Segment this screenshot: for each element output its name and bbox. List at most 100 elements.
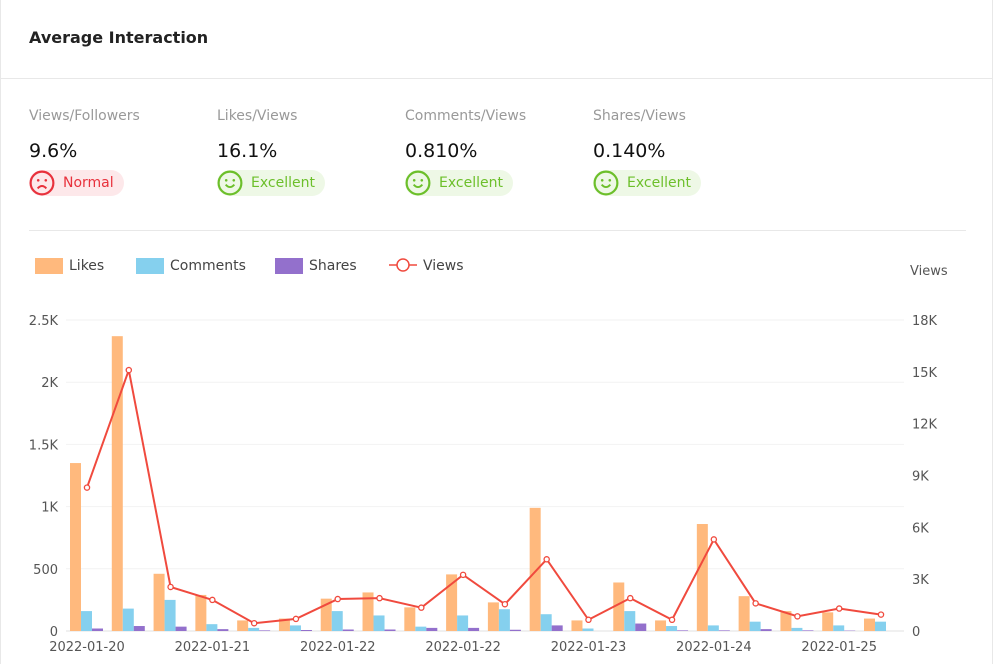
views-point[interactable] — [418, 604, 425, 611]
bar-comments[interactable] — [666, 626, 678, 631]
views-point[interactable] — [376, 594, 383, 602]
views-point[interactable] — [83, 484, 91, 491]
bar-likes[interactable] — [70, 463, 81, 631]
bar-shares[interactable] — [175, 626, 187, 631]
y-left-tick-label: 1.5K — [29, 438, 59, 453]
metric-views-per-followers: Views/Followers 9.6% Normal — [29, 108, 140, 200]
metric-value: 9.6% — [29, 140, 78, 162]
bar-comments[interactable] — [457, 615, 469, 631]
views-point[interactable] — [125, 366, 133, 374]
x-tick-label: 2022-01-21 — [175, 640, 251, 655]
views-point[interactable] — [543, 556, 550, 563]
bar-likes[interactable] — [864, 618, 875, 631]
bar-comments[interactable] — [582, 628, 594, 631]
legend-item-likes[interactable]: Likes — [35, 258, 104, 274]
views-point[interactable] — [250, 619, 258, 627]
views-point[interactable] — [334, 595, 341, 603]
bar-shares[interactable] — [551, 625, 563, 631]
legend-label: Comments — [170, 258, 246, 274]
legend-label: Views — [423, 258, 464, 274]
bar-shares[interactable] — [509, 629, 521, 631]
bar-likes[interactable] — [822, 612, 834, 631]
bar-comments[interactable] — [749, 621, 761, 631]
bar-likes[interactable] — [571, 620, 583, 631]
views-point[interactable] — [627, 594, 634, 602]
bar-likes[interactable] — [446, 574, 458, 631]
views-point[interactable] — [752, 600, 759, 607]
bar-comments[interactable] — [289, 625, 301, 631]
bar-comments[interactable] — [122, 608, 134, 631]
bar-shares[interactable] — [718, 630, 730, 631]
y-right-tick-label: 6K — [912, 521, 929, 536]
bar-likes[interactable] — [404, 607, 416, 631]
bar-comments[interactable] — [373, 615, 385, 631]
bar-shares[interactable] — [92, 628, 103, 631]
smile-face-icon — [217, 170, 243, 196]
bar-comments[interactable] — [540, 614, 552, 631]
bar-likes[interactable] — [738, 596, 750, 631]
bar-likes[interactable] — [362, 592, 374, 631]
bar-shares[interactable] — [802, 630, 814, 631]
views-point[interactable] — [501, 600, 509, 608]
views-point[interactable] — [209, 596, 216, 604]
bar-likes[interactable] — [780, 611, 792, 631]
card-title: Average Interaction — [29, 28, 209, 47]
bar-comments[interactable] — [707, 625, 719, 631]
bar-shares[interactable] — [300, 630, 312, 631]
bar-likes[interactable] — [237, 620, 249, 631]
bar-shares[interactable] — [426, 627, 438, 631]
bar-shares[interactable] — [677, 630, 689, 631]
bar-comments[interactable] — [248, 627, 260, 631]
bar-likes[interactable] — [195, 594, 207, 631]
bar-shares[interactable] — [635, 623, 647, 631]
bar-likes[interactable] — [696, 524, 708, 631]
views-point[interactable] — [585, 616, 592, 624]
bar-shares[interactable] — [760, 629, 772, 631]
bar-comments[interactable] — [833, 625, 845, 631]
bar-likes[interactable] — [320, 598, 332, 631]
legend-item-comments[interactable]: Comments — [136, 258, 246, 274]
bar-comments[interactable] — [791, 627, 803, 631]
bar-comments[interactable] — [624, 611, 636, 631]
y-right-tick-label: 9K — [912, 470, 929, 485]
views-point[interactable] — [877, 611, 885, 618]
bar-comments[interactable] — [206, 624, 218, 631]
legend-item-views[interactable]: Views — [389, 258, 464, 274]
x-tick-label: 2022-01-24 — [676, 640, 752, 655]
bar-shares[interactable] — [259, 630, 271, 631]
bar-comments[interactable] — [498, 609, 510, 631]
y-right-tick-label: 15K — [912, 366, 938, 381]
bar-likes[interactable] — [278, 618, 290, 631]
views-line — [86, 366, 882, 625]
views-point[interactable] — [668, 616, 676, 624]
bar-likes[interactable] — [613, 582, 625, 631]
views-point[interactable] — [835, 605, 843, 612]
bar-shares[interactable] — [217, 629, 229, 631]
legend-item-shares[interactable]: Shares — [275, 258, 357, 274]
bar-likes[interactable] — [529, 507, 541, 631]
views-point[interactable] — [167, 583, 174, 591]
legend-swatch — [35, 258, 63, 274]
y-right-axis-title: Views — [910, 264, 948, 279]
legend-marker — [396, 258, 410, 272]
bar-comments[interactable] — [415, 626, 427, 631]
bar-shares[interactable] — [133, 626, 145, 631]
status-label: Excellent — [439, 175, 503, 191]
bar-comments[interactable] — [875, 621, 886, 631]
bar-likes[interactable] — [153, 573, 165, 631]
bar-likes[interactable] — [655, 620, 667, 631]
bar-shares[interactable] — [468, 627, 480, 631]
views-point[interactable] — [794, 613, 801, 620]
bar-likes[interactable] — [111, 336, 123, 631]
views-point[interactable] — [292, 615, 300, 623]
bar-comments[interactable] — [164, 599, 176, 631]
bar-shares[interactable] — [342, 629, 354, 631]
bar-likes[interactable] — [487, 602, 499, 631]
bar-shares[interactable] — [384, 629, 396, 631]
views-point[interactable] — [710, 536, 718, 543]
status-badge: Excellent — [405, 170, 513, 196]
bar-comments[interactable] — [331, 611, 343, 631]
views-point[interactable] — [459, 571, 467, 579]
bar-comments[interactable] — [81, 611, 92, 631]
